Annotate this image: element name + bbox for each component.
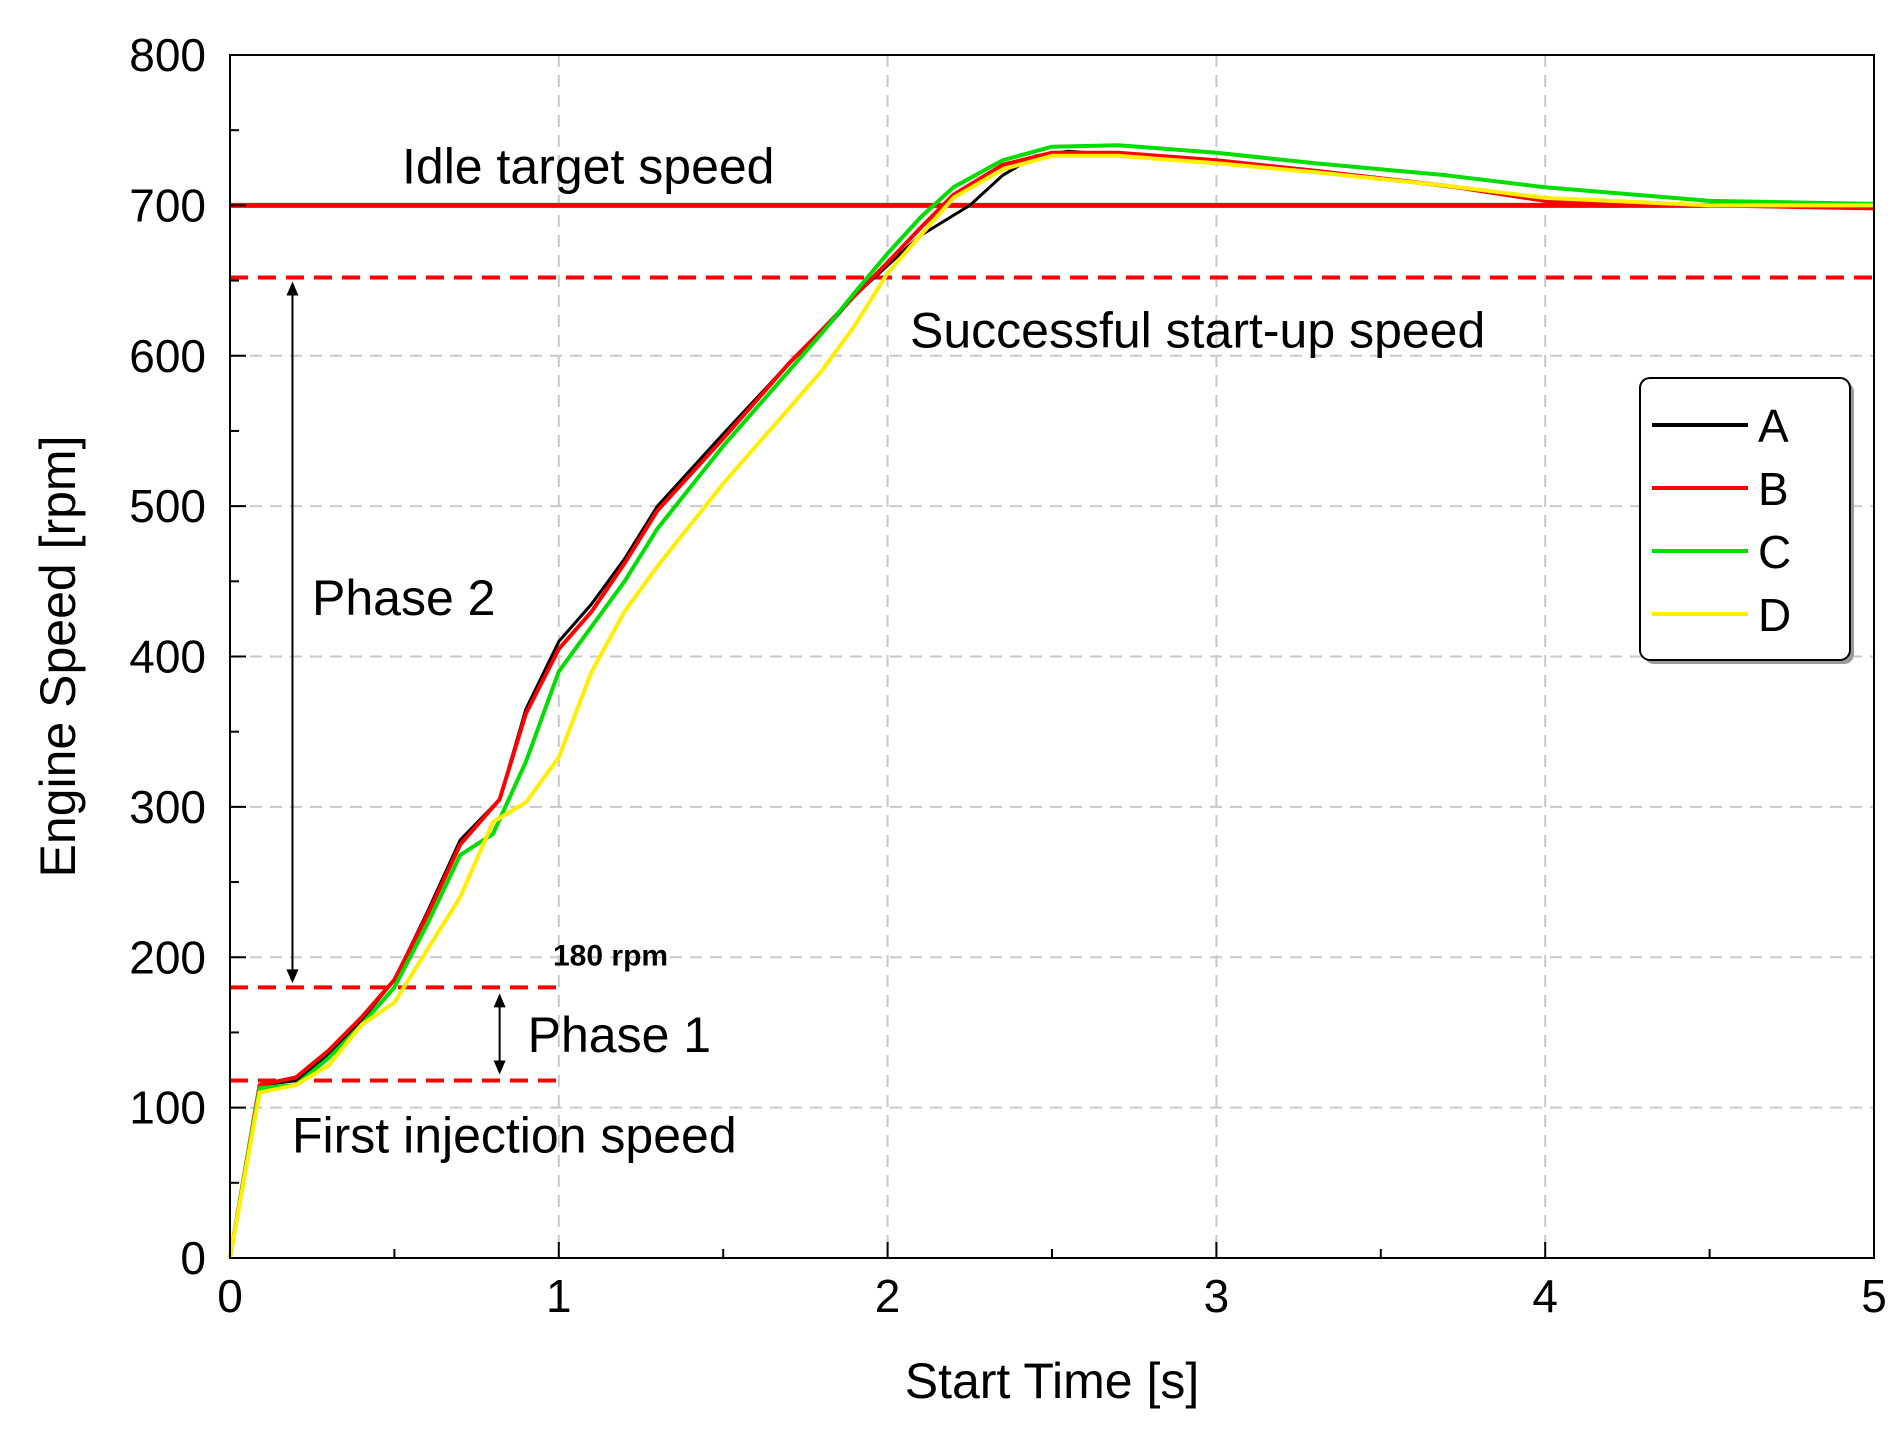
grid — [230, 55, 1874, 1258]
x-tick-label: 3 — [1204, 1270, 1230, 1322]
annotations: Idle target speed Successful start-up spe… — [286, 138, 1485, 1164]
reference-lines — [230, 202, 1874, 1083]
series-line-b — [228, 150, 1875, 1259]
series-line-c — [228, 143, 1875, 1259]
successful-startup-label: Successful start-up speed — [910, 303, 1485, 359]
legend-label-c: C — [1758, 526, 1791, 578]
y-tick-label: 800 — [129, 29, 206, 81]
y-tick-label: 0 — [180, 1232, 206, 1284]
x-tick-label: 4 — [1532, 1270, 1558, 1322]
phase-2-arrow-head-down — [286, 969, 299, 984]
y-axis-label: Engine Speed [rpm] — [30, 436, 86, 878]
phase-1-arrow-head-up — [493, 993, 506, 1008]
first-injection-label: First injection speed — [292, 1108, 737, 1164]
rpm-180-label: 180 rpm — [553, 939, 668, 972]
x-tick-label: 0 — [217, 1270, 243, 1322]
y-tick-label: 300 — [129, 781, 206, 833]
series-lines — [228, 143, 1875, 1259]
legend-box — [1639, 377, 1851, 661]
y-tick-label: 400 — [129, 631, 206, 683]
idle-target-label: Idle target speed — [402, 138, 775, 194]
x-tick-label: 2 — [875, 1270, 901, 1322]
x-tick-label: 1 — [546, 1270, 572, 1322]
x-axis-label: Start Time [s] — [905, 1353, 1200, 1409]
y-tick-label: 600 — [129, 330, 206, 382]
y-tick-label: 500 — [129, 480, 206, 532]
phase-2-label: Phase 2 — [312, 570, 495, 626]
legend-label-b: B — [1758, 463, 1789, 515]
y-tick-label: 200 — [129, 931, 206, 983]
x-tick-label: 5 — [1861, 1270, 1887, 1322]
y-tick-label: 700 — [129, 179, 206, 231]
legend-label-a: A — [1758, 400, 1789, 452]
phase-2-arrow-head-up — [286, 281, 299, 296]
series-line-d — [228, 153, 1874, 1259]
legend-label-d: D — [1758, 589, 1791, 641]
y-tick-label: 100 — [129, 1082, 206, 1134]
phase-1-label: Phase 1 — [528, 1007, 711, 1063]
phase-1-arrow-head-down — [493, 1060, 506, 1075]
axis-ticks: 0 1 2 3 4 5 0 100 200 300 400 500 600 700 800 — [129, 29, 1887, 1322]
